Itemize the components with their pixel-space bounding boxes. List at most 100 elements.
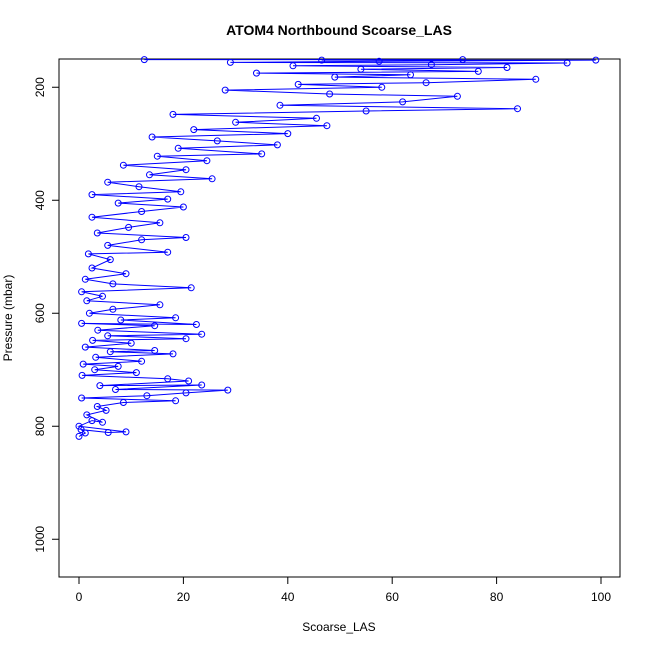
data-point [138,208,146,215]
data-point [156,219,164,227]
data-point [318,56,326,64]
data-point [221,86,229,94]
data-point [109,280,117,288]
data-point [187,284,195,292]
data-point [172,314,180,322]
data-point [198,381,206,389]
data-point [453,92,461,100]
data-point [78,371,86,379]
data-point [91,366,99,374]
data-point [514,105,521,113]
data-point [174,144,182,152]
data-point [232,118,240,126]
x-axis: 0 20 40 60 80 100 [76,576,611,604]
plot-area [75,56,600,440]
data-point [164,248,172,256]
data-point [88,213,96,221]
data-point [89,336,97,344]
data-point [226,58,234,66]
data-point [104,178,112,186]
plot-frame [58,58,621,578]
data-point [151,347,159,354]
data-point [198,330,206,338]
y-tick-label: 400 [33,190,47,210]
data-point [138,357,146,365]
data-point [399,98,407,106]
data-point [135,183,143,191]
data-point [169,110,177,118]
x-tick-label: 0 [76,590,83,604]
x-axis-label: Scoarse_LAS [302,620,375,634]
data-point [88,417,96,425]
series-line [77,59,596,437]
data-point [151,322,159,330]
data-point [78,288,86,296]
data-point [532,75,540,83]
data-point [289,62,297,70]
data-point [164,195,172,203]
data-point [114,362,122,370]
data-point [104,429,112,436]
y-axis-label: Pressure (mbar) [1,275,15,362]
data-point [164,375,172,383]
data-point [169,350,177,358]
data-point [182,166,190,174]
data-point [143,392,151,400]
data-point [78,319,86,327]
data-point [362,107,370,115]
data-point [93,229,101,237]
data-point [79,360,87,368]
data-point [127,339,135,347]
data-point [313,114,320,122]
data-point [592,56,600,64]
data-point [182,234,190,241]
data-point [284,130,292,138]
data-point [182,335,190,343]
y-tick-label: 1000 [33,526,47,553]
data-point [503,64,511,71]
data-point [85,309,93,317]
data-point [182,389,190,397]
y-tick-label: 600 [33,303,47,323]
data-point [99,418,106,426]
data-point [407,71,414,79]
data-point [172,397,180,405]
data-point [563,59,571,67]
data-point [459,56,467,64]
data-point [258,150,266,158]
data-point [102,406,110,414]
data-point [96,382,104,390]
x-tick-label: 80 [490,590,504,604]
data-point [81,275,89,283]
data-point [375,57,383,65]
x-tick-label: 20 [177,590,191,604]
data-point [253,69,260,77]
y-axis: 200 400 600 800 1000 [33,77,60,553]
data-point [84,250,92,258]
data-point [203,157,211,165]
data-point [122,428,130,436]
data-point [75,432,83,440]
data-point [185,377,193,385]
chart-title: ATOM4 Northbound Scoarse_LAS [226,22,452,38]
data-point [427,61,435,69]
data-point [117,316,125,324]
data-point [132,369,140,377]
data-point [99,292,106,300]
data-point [106,348,114,356]
data-point [138,236,146,244]
data-point [326,90,334,98]
data-point [294,80,302,88]
data-point [331,73,339,81]
data-point [179,203,187,211]
data-point [208,175,216,183]
data-point [357,65,365,73]
data-point [93,403,101,410]
data-point [153,152,161,160]
data-point [104,241,112,249]
y-tick-label: 200 [33,77,47,97]
data-point [77,426,85,434]
data-point [109,305,117,313]
data-point [88,191,96,199]
